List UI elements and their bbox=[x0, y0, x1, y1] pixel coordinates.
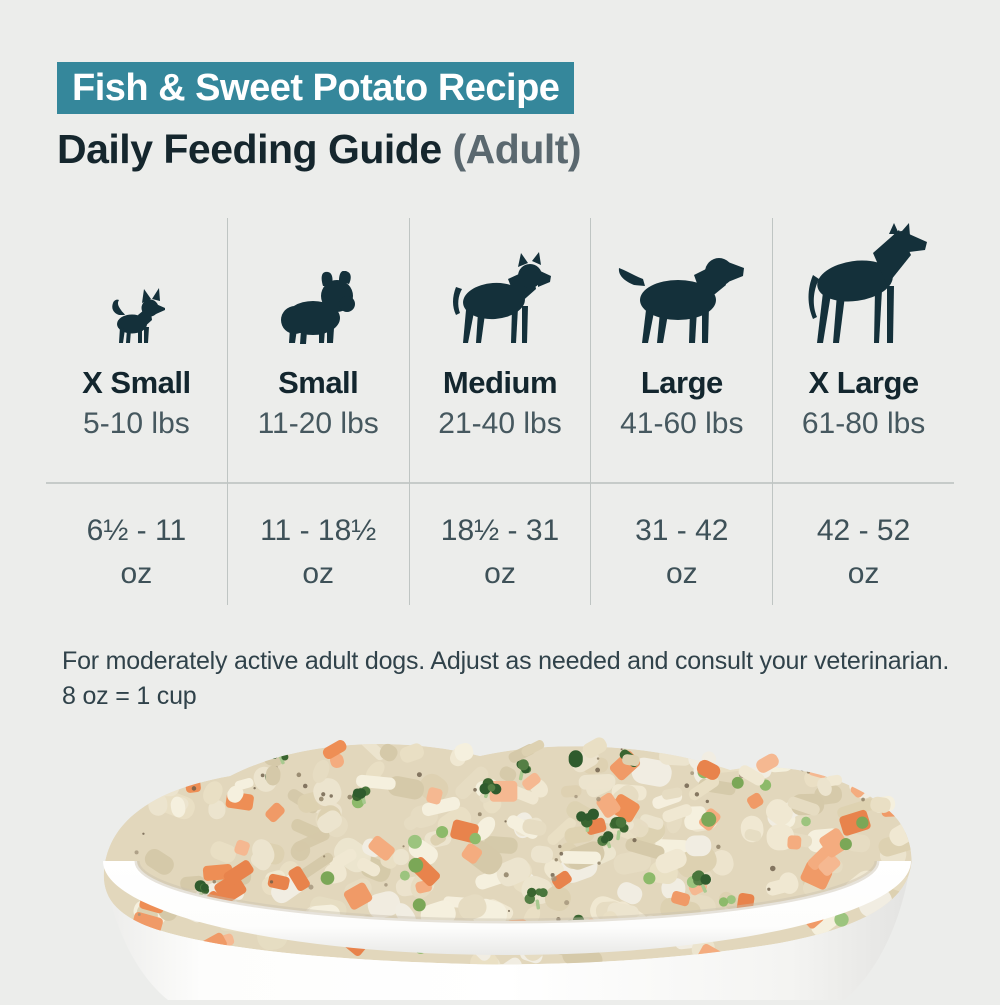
feeding-amount: 11 - 18½ oz bbox=[228, 509, 409, 595]
weight-range: 11-20 lbs bbox=[257, 407, 379, 440]
feeding-amount: 31 - 42 oz bbox=[591, 509, 772, 595]
size-label: X Small bbox=[82, 365, 191, 400]
bowl-body bbox=[104, 860, 911, 1000]
size-label: Medium bbox=[442, 365, 558, 400]
amount-unit: oz bbox=[302, 557, 335, 590]
amount-unit: oz bbox=[847, 557, 880, 590]
weight-range: 61-80 lbs bbox=[801, 407, 926, 440]
pit-bull-icon bbox=[410, 218, 591, 345]
size-label: Large bbox=[640, 365, 723, 400]
great-dane-icon bbox=[773, 218, 954, 345]
feeding-column-large: Large 41-60 lbs 31 - 42 oz bbox=[591, 218, 774, 605]
french-bulldog-icon bbox=[228, 218, 409, 345]
food-mound bbox=[103, 744, 912, 965]
recipe-banner: Fish & Sweet Potato Recipe bbox=[57, 62, 575, 114]
amount-value: 6½ - 11 bbox=[86, 514, 187, 547]
amount-unit: oz bbox=[665, 557, 698, 590]
footnote-line1: For moderately active adult dogs. Adjust… bbox=[62, 647, 950, 675]
feeding-column-x-small: X Small 5-10 lbs 6½ - 11 oz bbox=[46, 218, 228, 605]
footnote: For moderately active adult dogs. Adjust… bbox=[62, 644, 949, 714]
weight-range: 41-60 lbs bbox=[620, 407, 744, 440]
feeding-amount: 42 - 52 oz bbox=[773, 509, 954, 595]
amount-unit: oz bbox=[484, 557, 516, 590]
feeding-column-x-large: X Large 61-80 lbs 42 - 52 oz bbox=[773, 218, 954, 605]
labrador-icon bbox=[591, 218, 772, 345]
page-title: Daily Feeding Guide (Adult) bbox=[57, 126, 582, 173]
amount-value: 18½ - 31 bbox=[440, 514, 560, 547]
feeding-table: X Small 5-10 lbs 6½ - 11 oz Small 11-20 … bbox=[46, 218, 954, 605]
title-main: Daily Feeding Guide bbox=[57, 126, 453, 172]
size-label: Small bbox=[278, 365, 359, 400]
feeding-column-medium: Medium 21-40 lbs 18½ - 31 oz bbox=[410, 218, 592, 605]
chihuahua-icon bbox=[46, 218, 227, 345]
feeding-amount: 18½ - 31 oz bbox=[410, 509, 591, 595]
food-bowl-photo bbox=[0, 728, 1000, 1000]
feeding-column-small: Small 11-20 lbs 11 - 18½ oz bbox=[228, 218, 410, 605]
table-rule bbox=[46, 482, 954, 484]
weight-range: 5-10 lbs bbox=[83, 407, 190, 440]
size-label: X Large bbox=[808, 365, 919, 400]
amount-unit: oz bbox=[120, 557, 153, 590]
feeding-amount: 6½ - 11 oz bbox=[46, 509, 227, 595]
amount-value: 42 - 52 bbox=[816, 514, 911, 547]
weight-range: 21-40 lbs bbox=[438, 407, 562, 440]
title-adult-suffix: (Adult) bbox=[452, 126, 582, 172]
amount-value: 31 - 42 bbox=[635, 514, 729, 547]
amount-value: 11 - 18½ bbox=[260, 514, 377, 547]
bowl-rim bbox=[103, 861, 911, 955]
food-mound-edge bbox=[170, 737, 896, 818]
recipe-banner-label: Fish & Sweet Potato Recipe bbox=[72, 66, 560, 109]
footnote-line2: 8 oz = 1 cup bbox=[62, 682, 197, 710]
